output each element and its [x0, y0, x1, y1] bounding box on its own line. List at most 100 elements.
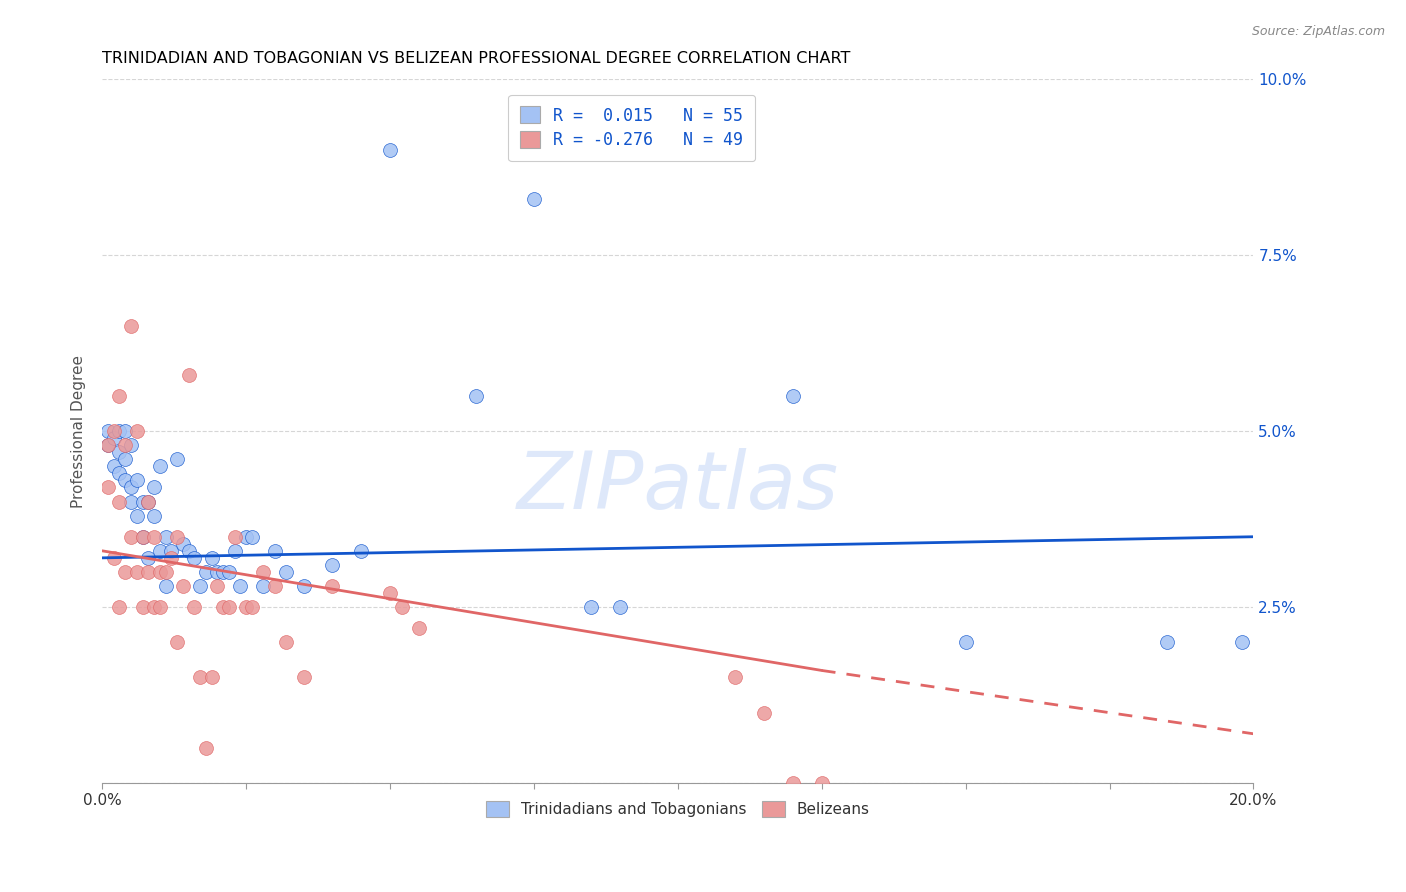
Point — [276, 635, 298, 649]
Y-axis label: Professional Degree: Professional Degree — [72, 355, 86, 508]
Point — [97, 438, 120, 452]
Point — [321, 579, 343, 593]
Point — [120, 438, 142, 452]
Point — [224, 544, 246, 558]
Point — [160, 544, 183, 558]
Point — [136, 550, 159, 565]
Point — [1156, 635, 1178, 649]
Point — [103, 424, 125, 438]
Point — [207, 565, 229, 579]
Point — [149, 600, 172, 615]
Point — [172, 537, 194, 551]
Point — [114, 565, 136, 579]
Point — [252, 579, 274, 593]
Point — [166, 452, 188, 467]
Point — [240, 600, 263, 615]
Point — [183, 600, 205, 615]
Point — [194, 565, 217, 579]
Point — [523, 192, 546, 206]
Point — [212, 600, 235, 615]
Point — [183, 550, 205, 565]
Legend: Trinidadians and Tobagonians, Belizeans: Trinidadians and Tobagonians, Belizeans — [478, 793, 877, 825]
Text: TRINIDADIAN AND TOBAGONIAN VS BELIZEAN PROFESSIONAL DEGREE CORRELATION CHART: TRINIDADIAN AND TOBAGONIAN VS BELIZEAN P… — [103, 51, 851, 66]
Point — [108, 494, 131, 508]
Point — [350, 544, 373, 558]
Point — [810, 776, 832, 790]
Point — [188, 671, 211, 685]
Point — [166, 530, 188, 544]
Point — [125, 565, 148, 579]
Point — [149, 459, 172, 474]
Point — [378, 143, 401, 157]
Point — [97, 438, 120, 452]
Point — [114, 438, 136, 452]
Point — [292, 579, 315, 593]
Point — [194, 740, 217, 755]
Point — [782, 389, 804, 403]
Point — [224, 530, 246, 544]
Point — [229, 579, 252, 593]
Point — [177, 368, 200, 382]
Point — [264, 544, 287, 558]
Point — [465, 389, 488, 403]
Point — [218, 600, 240, 615]
Point — [212, 565, 235, 579]
Point — [143, 481, 166, 495]
Point — [108, 600, 131, 615]
Point — [235, 530, 257, 544]
Point — [149, 565, 172, 579]
Point — [136, 565, 159, 579]
Point — [252, 565, 274, 579]
Point — [120, 494, 142, 508]
Text: ZIPatlas: ZIPatlas — [517, 449, 839, 526]
Point — [131, 494, 153, 508]
Point — [177, 544, 200, 558]
Point — [188, 579, 211, 593]
Point — [136, 494, 159, 508]
Point — [218, 565, 240, 579]
Point — [103, 550, 125, 565]
Point — [155, 565, 177, 579]
Point — [408, 621, 430, 635]
Point — [391, 600, 413, 615]
Point — [166, 635, 188, 649]
Point — [782, 776, 804, 790]
Text: Source: ZipAtlas.com: Source: ZipAtlas.com — [1251, 25, 1385, 38]
Point — [264, 579, 287, 593]
Point — [143, 600, 166, 615]
Point — [97, 481, 120, 495]
Point — [136, 494, 159, 508]
Point — [103, 459, 125, 474]
Point — [108, 445, 131, 459]
Point — [200, 550, 222, 565]
Point — [120, 481, 142, 495]
Point — [131, 600, 153, 615]
Point — [292, 671, 315, 685]
Point — [276, 565, 298, 579]
Point — [131, 530, 153, 544]
Point — [955, 635, 977, 649]
Point — [97, 424, 120, 438]
Point — [581, 600, 603, 615]
Point — [207, 579, 229, 593]
Point — [155, 530, 177, 544]
Point — [321, 558, 343, 572]
Point — [108, 389, 131, 403]
Point — [125, 474, 148, 488]
Point — [143, 530, 166, 544]
Point — [609, 600, 631, 615]
Point — [108, 467, 131, 481]
Point — [125, 424, 148, 438]
Point — [724, 671, 747, 685]
Point — [108, 424, 131, 438]
Point — [378, 586, 401, 600]
Point — [103, 431, 125, 445]
Point — [120, 318, 142, 333]
Point — [131, 530, 153, 544]
Point — [149, 544, 172, 558]
Point — [235, 600, 257, 615]
Point — [1230, 635, 1253, 649]
Point — [200, 671, 222, 685]
Point — [143, 508, 166, 523]
Point — [752, 706, 775, 720]
